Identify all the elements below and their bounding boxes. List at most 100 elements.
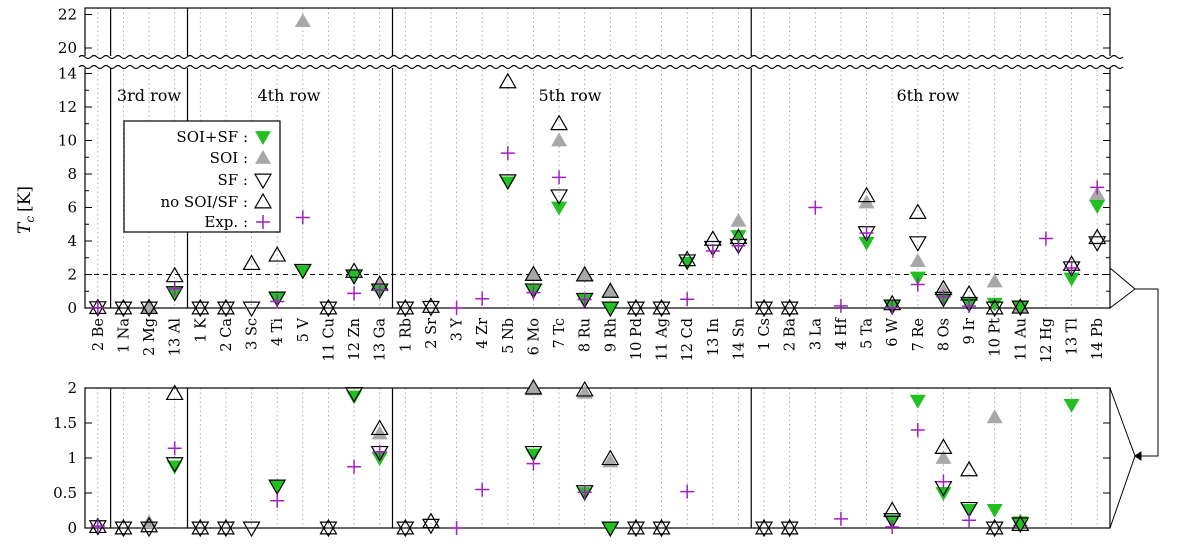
marker-exp xyxy=(577,485,592,500)
marker-no-soi-sf xyxy=(319,518,338,535)
marker-sf xyxy=(191,301,210,318)
element-label: 10 Pd xyxy=(629,318,645,360)
element-label: 13 Ga xyxy=(373,318,389,362)
row-labels: 3rd row 4th row 5th row 6th row xyxy=(117,86,960,105)
marker-exp xyxy=(910,277,925,292)
y-tick-label: 10 xyxy=(58,132,77,150)
element-label: 9 Rh xyxy=(603,318,619,352)
marker-no-soi-sf xyxy=(165,266,184,283)
marker-sf xyxy=(396,521,415,538)
marker-soi-sf xyxy=(1012,300,1029,315)
marker-exp xyxy=(1090,180,1105,195)
marker-sf xyxy=(165,457,184,473)
marker-sf xyxy=(985,301,1004,318)
y-axis-label-unit: [K] xyxy=(15,186,35,212)
marker-exp xyxy=(256,215,270,229)
element-label: 13 Tl xyxy=(1065,318,1081,356)
marker-soi xyxy=(576,384,593,399)
marker-soi xyxy=(730,212,747,227)
marker-sf xyxy=(216,521,235,538)
marker-sf xyxy=(242,301,261,318)
y-axis-label: Tc [K] xyxy=(15,186,37,234)
marker-sf xyxy=(755,521,774,538)
marker-no-soi-sf xyxy=(652,298,671,315)
marker-exp xyxy=(475,291,490,306)
element-label: 4 Ti xyxy=(270,318,286,347)
marker-soi xyxy=(602,284,619,298)
y-tick-label: 0.5 xyxy=(53,484,77,502)
marker-exp xyxy=(833,298,848,313)
marker-no-soi-sf xyxy=(755,298,774,315)
data-marks xyxy=(88,13,1107,538)
marker-no-soi-sf xyxy=(216,518,235,535)
element-label: 11 Au xyxy=(1013,318,1029,361)
element-label: 2 Mg xyxy=(142,318,158,356)
marker-sf xyxy=(755,301,774,318)
marker-sf xyxy=(652,521,671,538)
element-label: 2 Sr xyxy=(424,318,440,349)
marker-exp xyxy=(347,286,362,301)
marker-no-soi-sf xyxy=(1011,515,1030,531)
marker-no-soi-sf xyxy=(575,380,594,397)
marker-sf xyxy=(550,189,569,205)
element-label: 5 V xyxy=(296,317,312,342)
row-label: 4th row xyxy=(258,86,321,105)
marker-exp xyxy=(475,482,490,497)
marker-soi xyxy=(255,150,271,164)
element-label: 13 Al xyxy=(168,318,184,357)
marker-sf xyxy=(780,301,799,318)
marker-soi-sf xyxy=(961,503,978,518)
marker-sf xyxy=(678,254,697,270)
marker-no-soi-sf xyxy=(780,518,799,535)
legend-label: SOI : xyxy=(210,149,248,167)
marker-soi-sf xyxy=(269,480,286,494)
marker-sf xyxy=(498,174,517,190)
marker-exp xyxy=(577,292,592,307)
element-label: 5 Ta xyxy=(860,318,876,349)
marker-sf xyxy=(524,445,543,462)
marker-sf xyxy=(601,521,620,538)
marker-sf xyxy=(780,521,799,538)
element-label: 6 Mo xyxy=(526,318,542,355)
marker-exp xyxy=(808,200,823,215)
axis-break-wave xyxy=(78,54,1124,60)
marker-soi-sf xyxy=(858,236,875,251)
marker-no-soi-sf xyxy=(524,378,543,395)
marker-exp xyxy=(270,493,285,508)
marker-exp xyxy=(167,441,182,456)
bottom-panel-frame xyxy=(84,387,1111,529)
marker-exp xyxy=(372,282,387,297)
marker-soi-sf xyxy=(1063,272,1080,287)
marker-no-soi-sf xyxy=(396,298,415,315)
marker-soi-sf xyxy=(255,131,271,145)
marker-exp xyxy=(270,294,285,309)
marker-no-soi-sf xyxy=(575,265,594,282)
y-tick-label: 8 xyxy=(67,165,77,183)
marker-no-soi-sf xyxy=(268,246,287,262)
marker-soi-sf xyxy=(730,230,747,244)
element-label: 11 Cu xyxy=(321,318,337,362)
marker-sf xyxy=(985,521,1004,538)
marker-no-soi-sf xyxy=(498,72,517,89)
marker-no-soi-sf xyxy=(396,518,415,535)
element-label: 3 Y xyxy=(450,318,466,342)
marker-sf xyxy=(253,173,273,190)
marker-sf xyxy=(319,301,338,318)
marker-sf xyxy=(626,521,645,538)
marker-sf xyxy=(421,518,440,535)
element-label: 4 Zr xyxy=(475,318,491,349)
y-tick-label: 6 xyxy=(67,199,77,217)
marker-sf xyxy=(1088,236,1107,252)
marker-soi xyxy=(576,267,593,282)
marker-exp xyxy=(90,300,105,315)
element-label: 9 Ir xyxy=(962,318,978,345)
marker-no-soi-sf xyxy=(421,297,440,313)
marker-no-soi-sf xyxy=(191,298,210,315)
element-label: 8 Os xyxy=(936,318,952,351)
bracket-bottom xyxy=(1109,387,1136,529)
marker-soi-sf xyxy=(986,503,1003,518)
marker-exp xyxy=(936,289,951,304)
marker-exp xyxy=(552,170,567,185)
axis-break xyxy=(78,54,1124,70)
marker-soi xyxy=(551,132,568,147)
